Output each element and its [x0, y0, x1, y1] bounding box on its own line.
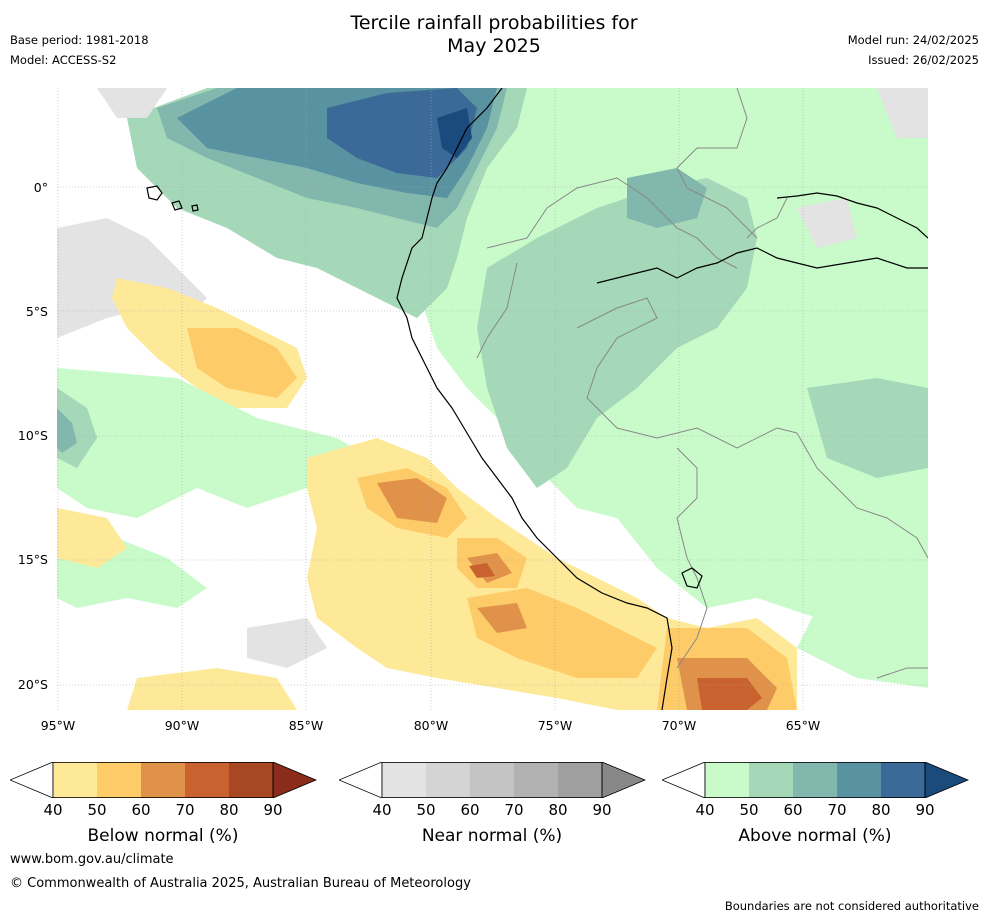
cb-near-tick-80: 80 — [548, 801, 568, 819]
cb-below-tick-50: 50 — [87, 801, 107, 819]
cb-near-seg-40 — [382, 762, 426, 798]
copyright-notice: © Commonwealth of Australia 2025, Austra… — [10, 876, 471, 891]
cb-below-extend-high — [273, 762, 316, 798]
cb-near-seg-80 — [558, 762, 602, 798]
country-borders — [476, 88, 928, 679]
cb-below-label: Below normal (%) — [87, 826, 239, 846]
cb-below-seg-60 — [141, 762, 185, 798]
graticule — [57, 88, 928, 710]
cb-below-seg-80 — [229, 762, 273, 798]
lat-label-5s: 5°S — [25, 304, 48, 319]
cb-below-extend-low — [10, 762, 54, 798]
cb-near-tick-50: 50 — [416, 801, 436, 819]
cb-above-extend-low — [662, 762, 706, 798]
probability-map — [57, 88, 928, 710]
near-normal-ne-2 — [797, 198, 857, 248]
cb-above-seg-70 — [837, 762, 881, 798]
cb-above-extend-high — [925, 762, 968, 798]
cb-near-tick-40: 40 — [372, 801, 392, 819]
cb-above-tick-70: 70 — [827, 801, 847, 819]
cb-below-tick-40: 40 — [43, 801, 63, 819]
colorbar-near-normal — [339, 762, 646, 798]
above-50-continent — [477, 178, 757, 488]
lon-label-95w: 95°W — [40, 718, 76, 733]
meta-right: Model run: 24/02/2025 Issued: 26/02/2025 — [848, 30, 979, 70]
below-80-southeast — [697, 678, 762, 710]
cb-near-label: Near normal (%) — [421, 826, 563, 846]
cb-near-extend-high — [602, 762, 645, 798]
issued-date: Issued: 26/02/2025 — [868, 53, 979, 67]
lon-label-70w: 70°W — [661, 718, 697, 733]
lon-label-80w: 80°W — [413, 718, 449, 733]
cb-below-tick-70: 70 — [175, 801, 195, 819]
above-normal-region-east — [797, 588, 928, 688]
cb-above-tick-40: 40 — [695, 801, 715, 819]
cb-above-seg-40 — [705, 762, 749, 798]
model-name: Model: ACCESS-S2 — [10, 53, 117, 67]
base-period: Base period: 1981-2018 — [10, 33, 149, 47]
above-90-north — [437, 108, 472, 158]
boundaries-disclaimer: Boundaries are not considered authoritat… — [724, 899, 979, 913]
lon-label-65w: 65°W — [785, 718, 821, 733]
model-run: Model run: 24/02/2025 — [847, 33, 979, 47]
title-line-2: May 2025 — [447, 35, 541, 57]
lon-label-90w: 90°W — [164, 718, 200, 733]
cb-near-tick-90: 90 — [592, 801, 612, 819]
cb-above-seg-80 — [881, 762, 925, 798]
cb-near-tick-70: 70 — [504, 801, 524, 819]
near-normal-northwest — [97, 88, 167, 118]
near-normal-south — [247, 618, 327, 668]
lat-label-0: 0° — [33, 180, 48, 195]
cb-above-seg-50 — [749, 762, 793, 798]
below-normal-sw-2 — [127, 668, 297, 710]
above-60-west — [57, 408, 77, 453]
cb-above-tick-60: 60 — [783, 801, 803, 819]
below-normal-southwest — [57, 508, 127, 568]
cb-below-seg-40 — [53, 762, 97, 798]
below-80-coast — [469, 563, 495, 578]
cb-below-seg-50 — [97, 762, 141, 798]
lon-label-85w: 85°W — [288, 718, 324, 733]
meta-left: Base period: 1981-2018 Model: ACCESS-S2 — [10, 30, 149, 70]
lat-label-10s: 10°S — [17, 428, 48, 443]
lat-label-15s: 15°S — [17, 552, 48, 567]
coastline — [146, 88, 928, 710]
title-line-1: Tercile rainfall probabilities for — [350, 12, 638, 34]
cb-near-extend-low — [339, 762, 383, 798]
cb-below-seg-70 — [185, 762, 229, 798]
cb-near-seg-50 — [426, 762, 470, 798]
above-50-east — [807, 378, 928, 478]
above-60-continent — [627, 168, 707, 228]
colorbar-above-normal — [662, 762, 969, 798]
above-80-north — [327, 88, 477, 178]
cb-below-tick-90: 90 — [263, 801, 283, 819]
cb-above-tick-90: 90 — [915, 801, 935, 819]
cb-near-seg-60 — [470, 762, 514, 798]
cb-below-tick-80: 80 — [219, 801, 239, 819]
map-title: Tercile rainfall probabilities for May 2… — [0, 12, 988, 58]
cb-below-tick-60: 60 — [131, 801, 151, 819]
lon-label-75w: 75°W — [537, 718, 573, 733]
cb-above-label: Above normal (%) — [738, 826, 892, 846]
above-normal-region-continent — [387, 88, 928, 648]
colorbar-below-normal — [10, 762, 317, 798]
below-70-3 — [477, 603, 527, 633]
near-normal-northeast — [877, 88, 928, 138]
cb-above-tick-50: 50 — [739, 801, 759, 819]
website-link[interactable]: www.bom.gov.au/climate — [10, 852, 174, 867]
lat-label-20s: 20°S — [17, 677, 48, 692]
cb-above-tick-80: 80 — [871, 801, 891, 819]
below-70-1 — [377, 478, 447, 523]
below-60-offshore — [187, 328, 297, 398]
cb-near-seg-70 — [514, 762, 558, 798]
cb-near-tick-60: 60 — [460, 801, 480, 819]
cb-above-seg-60 — [793, 762, 837, 798]
